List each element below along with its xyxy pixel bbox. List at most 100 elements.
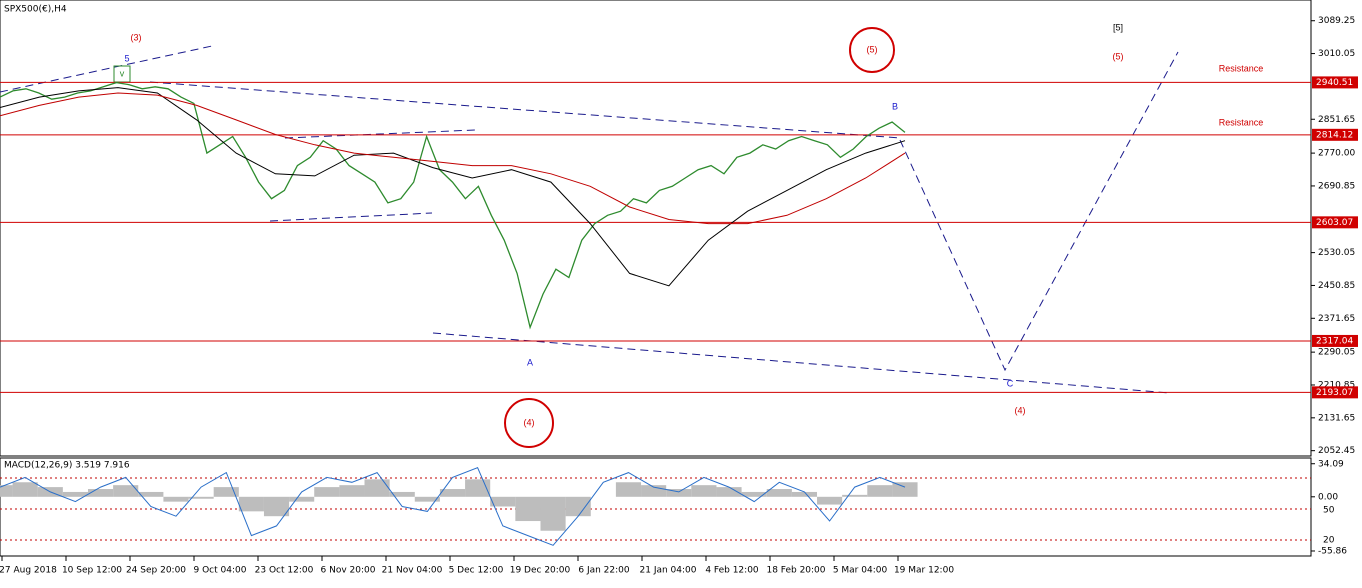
wave-label: v bbox=[120, 68, 125, 78]
macd-bar bbox=[62, 491, 88, 497]
macd-bar bbox=[666, 489, 692, 497]
x-tick-label: 27 Aug 2018 bbox=[0, 566, 57, 576]
price-line bbox=[0, 81, 906, 330]
annotations: (3) 5 v (5) B A (4) C (4) [5] (5) Resist… bbox=[113, 22, 1264, 448]
x-tick-label: 19 Dec 20:00 bbox=[510, 566, 571, 576]
macd-bar bbox=[213, 487, 239, 497]
macd-bar bbox=[414, 496, 440, 502]
resistance-label: Resistance bbox=[1219, 63, 1264, 73]
macd-bar bbox=[289, 496, 315, 502]
macd-bar bbox=[0, 485, 13, 497]
x-tick-label: 6 Nov 20:00 bbox=[321, 566, 376, 576]
level-box bbox=[1312, 216, 1358, 229]
x-tick-label: 19 Mar 12:00 bbox=[894, 566, 954, 576]
wave-label: [5] bbox=[1113, 22, 1123, 32]
x-tick-label: 6 Jan 22:00 bbox=[578, 566, 630, 576]
level-box bbox=[1312, 128, 1358, 141]
macd-bar bbox=[163, 496, 189, 502]
y-tick-label: 2770.00 bbox=[1318, 149, 1355, 159]
macd-bar bbox=[138, 491, 164, 497]
wave-label: A bbox=[527, 357, 533, 367]
macd-bar bbox=[238, 496, 264, 512]
level-label: 2193.07 bbox=[1316, 388, 1353, 398]
x-tick-label: 9 Oct 04:00 bbox=[194, 566, 247, 576]
macd-bar bbox=[641, 485, 667, 497]
macd-bar bbox=[565, 496, 591, 517]
macd-bar bbox=[113, 485, 139, 497]
macd-pane bbox=[0, 457, 1312, 557]
chart-title: SPX500(€),H4 bbox=[4, 5, 67, 15]
trendlines bbox=[0, 45, 1179, 394]
x-tick-label: 10 Sep 12:00 bbox=[62, 566, 122, 576]
moving-average bbox=[0, 92, 906, 225]
x-tick-label: 5 Mar 04:00 bbox=[833, 566, 888, 576]
macd-bar bbox=[540, 496, 566, 531]
x-tick-label: 21 Nov 04:00 bbox=[382, 566, 443, 576]
macd-bar bbox=[766, 489, 792, 497]
macd-bar bbox=[741, 491, 767, 497]
macd-bar bbox=[791, 491, 818, 497]
x-tick-label: 21 Jan 04:00 bbox=[640, 566, 697, 576]
y-tick-label: 2052.45 bbox=[1318, 446, 1355, 456]
macd-bar bbox=[87, 489, 114, 497]
circle bbox=[849, 27, 895, 73]
y-tick-label: 20 bbox=[1323, 536, 1335, 546]
y-tick-label: 3010.05 bbox=[1318, 49, 1355, 59]
x-tick-label: 23 Oct 12:00 bbox=[255, 566, 314, 576]
macd-bar bbox=[515, 496, 541, 522]
macd-bar bbox=[490, 496, 516, 507]
wave-label: (3) bbox=[131, 32, 142, 42]
macd-bar bbox=[716, 487, 742, 497]
macd-bar bbox=[263, 496, 290, 517]
macd-bar bbox=[842, 494, 868, 497]
y-tick-label: 2450.85 bbox=[1318, 281, 1355, 291]
macd-bar bbox=[615, 482, 642, 497]
y-tick-label: 2690.85 bbox=[1318, 181, 1355, 191]
macd-bar bbox=[439, 489, 466, 497]
wave-label: B bbox=[892, 101, 898, 111]
level-label: 2940.51 bbox=[1316, 78, 1353, 88]
macd-bar bbox=[817, 496, 843, 505]
y-tick-label: 3089.25 bbox=[1318, 16, 1355, 26]
level-label: 2603.07 bbox=[1316, 218, 1353, 228]
circle bbox=[504, 398, 554, 448]
macd-bar bbox=[389, 491, 415, 497]
x-tick-label: 24 Sep 20:00 bbox=[126, 566, 186, 576]
y-tick-label: 34.09 bbox=[1318, 460, 1344, 470]
y-tick-label: -55.86 bbox=[1318, 546, 1347, 556]
y-tick-label: 0.00 bbox=[1318, 492, 1338, 502]
macd-bar bbox=[314, 487, 340, 497]
wave-label: C bbox=[1007, 378, 1014, 388]
y-tick-label: 50 bbox=[1323, 506, 1335, 516]
macd-bar bbox=[188, 496, 214, 499]
macd-bar bbox=[465, 479, 491, 497]
level-label: 2814.12 bbox=[1316, 130, 1353, 140]
wave-label: (5) bbox=[1113, 51, 1124, 61]
level-box bbox=[1312, 334, 1358, 347]
moving-average bbox=[0, 87, 906, 287]
wave-label: (5) bbox=[867, 44, 878, 54]
wave-label: (4) bbox=[1015, 405, 1026, 415]
wave-label: (4) bbox=[524, 417, 535, 427]
y-tick-label: 2371.65 bbox=[1318, 314, 1355, 324]
wave-label: 5 bbox=[124, 53, 129, 63]
macd-title: MACD(12,26,9) 3.519 7.916 bbox=[4, 461, 130, 471]
macd-bar bbox=[364, 479, 390, 497]
macd-bar bbox=[892, 482, 918, 497]
x-tick-label: 18 Feb 20:00 bbox=[766, 566, 825, 576]
x-tick-label: 4 Feb 12:00 bbox=[705, 566, 759, 576]
level-label: 2317.04 bbox=[1316, 336, 1353, 346]
main-pane bbox=[0, 0, 1312, 457]
macd-line bbox=[0, 467, 906, 546]
y-tick-label: 2131.65 bbox=[1318, 413, 1355, 423]
macd-bar bbox=[12, 482, 38, 497]
resistance-label: Resistance bbox=[1219, 117, 1264, 127]
level-box bbox=[1312, 76, 1358, 89]
y-tick-label: 2851.65 bbox=[1318, 115, 1355, 125]
macd-levels bbox=[0, 477, 1311, 541]
macd-bar bbox=[339, 485, 365, 497]
x-tick-label: 5 Dec 12:00 bbox=[449, 566, 504, 576]
macd-bar bbox=[691, 485, 717, 497]
y-tick-label: 2210.85 bbox=[1318, 380, 1355, 390]
